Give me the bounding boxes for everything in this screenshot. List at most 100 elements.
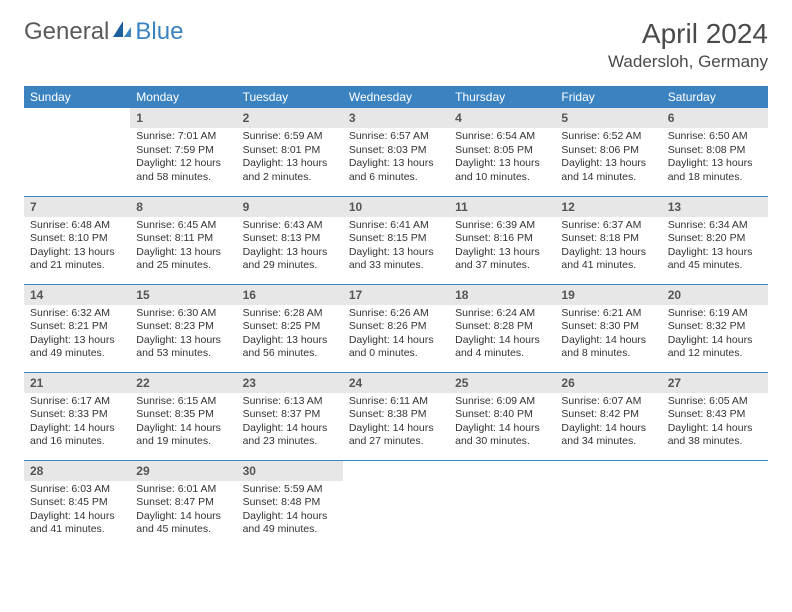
- weekday-header: Wednesday: [343, 86, 449, 108]
- day-details: Sunrise: 6:13 AMSunset: 8:37 PMDaylight:…: [237, 393, 343, 454]
- weekday-header: Friday: [555, 86, 661, 108]
- location-text: Wadersloh, Germany: [608, 52, 768, 72]
- page-header: General Blue April 2024 Wadersloh, Germa…: [0, 0, 792, 80]
- calendar-cell: [343, 460, 449, 548]
- day-details: Sunrise: 6:07 AMSunset: 8:42 PMDaylight:…: [555, 393, 661, 454]
- calendar-body: 1Sunrise: 7:01 AMSunset: 7:59 PMDaylight…: [24, 108, 768, 548]
- day-number: 2: [237, 108, 343, 128]
- calendar-cell: 2Sunrise: 6:59 AMSunset: 8:01 PMDaylight…: [237, 108, 343, 196]
- day-number: 11: [449, 197, 555, 217]
- day-details: Sunrise: 6:09 AMSunset: 8:40 PMDaylight:…: [449, 393, 555, 454]
- calendar-cell: 11Sunrise: 6:39 AMSunset: 8:16 PMDayligh…: [449, 196, 555, 284]
- calendar-cell: 25Sunrise: 6:09 AMSunset: 8:40 PMDayligh…: [449, 372, 555, 460]
- day-details: Sunrise: 5:59 AMSunset: 8:48 PMDaylight:…: [237, 481, 343, 542]
- calendar-cell: 30Sunrise: 5:59 AMSunset: 8:48 PMDayligh…: [237, 460, 343, 548]
- day-number: 6: [662, 108, 768, 128]
- day-details: Sunrise: 6:01 AMSunset: 8:47 PMDaylight:…: [130, 481, 236, 542]
- day-number: 28: [24, 461, 130, 481]
- day-number: 15: [130, 285, 236, 305]
- brand-logo: General Blue: [24, 18, 183, 46]
- day-number: 10: [343, 197, 449, 217]
- day-details: Sunrise: 6:34 AMSunset: 8:20 PMDaylight:…: [662, 217, 768, 278]
- calendar-cell: 26Sunrise: 6:07 AMSunset: 8:42 PMDayligh…: [555, 372, 661, 460]
- calendar-cell: 4Sunrise: 6:54 AMSunset: 8:05 PMDaylight…: [449, 108, 555, 196]
- brand-text-2: Blue: [135, 18, 183, 46]
- calendar-cell: 29Sunrise: 6:01 AMSunset: 8:47 PMDayligh…: [130, 460, 236, 548]
- day-number: 5: [555, 108, 661, 128]
- day-details: Sunrise: 6:32 AMSunset: 8:21 PMDaylight:…: [24, 305, 130, 366]
- day-number: 20: [662, 285, 768, 305]
- calendar-cell: 14Sunrise: 6:32 AMSunset: 8:21 PMDayligh…: [24, 284, 130, 372]
- day-number: 30: [237, 461, 343, 481]
- day-details: Sunrise: 6:30 AMSunset: 8:23 PMDaylight:…: [130, 305, 236, 366]
- calendar-cell: 12Sunrise: 6:37 AMSunset: 8:18 PMDayligh…: [555, 196, 661, 284]
- calendar-cell: 1Sunrise: 7:01 AMSunset: 7:59 PMDaylight…: [130, 108, 236, 196]
- day-details: Sunrise: 6:41 AMSunset: 8:15 PMDaylight:…: [343, 217, 449, 278]
- day-number: 14: [24, 285, 130, 305]
- day-details: Sunrise: 6:03 AMSunset: 8:45 PMDaylight:…: [24, 481, 130, 542]
- calendar-cell: 5Sunrise: 6:52 AMSunset: 8:06 PMDaylight…: [555, 108, 661, 196]
- calendar-cell: 6Sunrise: 6:50 AMSunset: 8:08 PMDaylight…: [662, 108, 768, 196]
- calendar-cell: 22Sunrise: 6:15 AMSunset: 8:35 PMDayligh…: [130, 372, 236, 460]
- calendar-cell: [555, 460, 661, 548]
- calendar-cell: 28Sunrise: 6:03 AMSunset: 8:45 PMDayligh…: [24, 460, 130, 548]
- brand-sail-icon: [111, 19, 133, 46]
- calendar-cell: 24Sunrise: 6:11 AMSunset: 8:38 PMDayligh…: [343, 372, 449, 460]
- day-number: 22: [130, 373, 236, 393]
- day-number: 4: [449, 108, 555, 128]
- day-details: Sunrise: 6:15 AMSunset: 8:35 PMDaylight:…: [130, 393, 236, 454]
- calendar-cell: 17Sunrise: 6:26 AMSunset: 8:26 PMDayligh…: [343, 284, 449, 372]
- brand-text-1: General: [24, 18, 109, 46]
- day-details: Sunrise: 6:39 AMSunset: 8:16 PMDaylight:…: [449, 217, 555, 278]
- calendar-cell: 27Sunrise: 6:05 AMSunset: 8:43 PMDayligh…: [662, 372, 768, 460]
- day-number: 9: [237, 197, 343, 217]
- weekday-header: Saturday: [662, 86, 768, 108]
- day-number: 19: [555, 285, 661, 305]
- day-number: 3: [343, 108, 449, 128]
- calendar-cell: [449, 460, 555, 548]
- weekday-header: Monday: [130, 86, 236, 108]
- day-details: Sunrise: 6:45 AMSunset: 8:11 PMDaylight:…: [130, 217, 236, 278]
- day-details: Sunrise: 6:50 AMSunset: 8:08 PMDaylight:…: [662, 128, 768, 189]
- weekday-header: Sunday: [24, 86, 130, 108]
- calendar-cell: [24, 108, 130, 196]
- calendar-cell: 21Sunrise: 6:17 AMSunset: 8:33 PMDayligh…: [24, 372, 130, 460]
- calendar-cell: 19Sunrise: 6:21 AMSunset: 8:30 PMDayligh…: [555, 284, 661, 372]
- calendar-cell: 8Sunrise: 6:45 AMSunset: 8:11 PMDaylight…: [130, 196, 236, 284]
- day-details: Sunrise: 6:37 AMSunset: 8:18 PMDaylight:…: [555, 217, 661, 278]
- day-details: Sunrise: 6:43 AMSunset: 8:13 PMDaylight:…: [237, 217, 343, 278]
- day-details: Sunrise: 6:05 AMSunset: 8:43 PMDaylight:…: [662, 393, 768, 454]
- day-details: Sunrise: 6:54 AMSunset: 8:05 PMDaylight:…: [449, 128, 555, 189]
- day-number: 7: [24, 197, 130, 217]
- day-details: Sunrise: 7:01 AMSunset: 7:59 PMDaylight:…: [130, 128, 236, 189]
- day-number: 23: [237, 373, 343, 393]
- calendar-cell: 10Sunrise: 6:41 AMSunset: 8:15 PMDayligh…: [343, 196, 449, 284]
- day-number: 24: [343, 373, 449, 393]
- day-number: 25: [449, 373, 555, 393]
- day-number: 1: [130, 108, 236, 128]
- weekday-header: Thursday: [449, 86, 555, 108]
- day-details: Sunrise: 6:28 AMSunset: 8:25 PMDaylight:…: [237, 305, 343, 366]
- calendar-cell: [662, 460, 768, 548]
- day-details: Sunrise: 6:48 AMSunset: 8:10 PMDaylight:…: [24, 217, 130, 278]
- month-title: April 2024: [608, 18, 768, 50]
- day-number: 12: [555, 197, 661, 217]
- day-number: 29: [130, 461, 236, 481]
- day-details: Sunrise: 6:21 AMSunset: 8:30 PMDaylight:…: [555, 305, 661, 366]
- calendar-cell: 15Sunrise: 6:30 AMSunset: 8:23 PMDayligh…: [130, 284, 236, 372]
- day-number: 8: [130, 197, 236, 217]
- day-details: Sunrise: 6:24 AMSunset: 8:28 PMDaylight:…: [449, 305, 555, 366]
- day-details: Sunrise: 6:17 AMSunset: 8:33 PMDaylight:…: [24, 393, 130, 454]
- day-details: Sunrise: 6:59 AMSunset: 8:01 PMDaylight:…: [237, 128, 343, 189]
- calendar-cell: 13Sunrise: 6:34 AMSunset: 8:20 PMDayligh…: [662, 196, 768, 284]
- calendar-cell: 7Sunrise: 6:48 AMSunset: 8:10 PMDaylight…: [24, 196, 130, 284]
- day-number: 13: [662, 197, 768, 217]
- day-details: Sunrise: 6:26 AMSunset: 8:26 PMDaylight:…: [343, 305, 449, 366]
- calendar-table: SundayMondayTuesdayWednesdayThursdayFrid…: [24, 86, 768, 548]
- calendar-cell: 20Sunrise: 6:19 AMSunset: 8:32 PMDayligh…: [662, 284, 768, 372]
- weekday-header: Tuesday: [237, 86, 343, 108]
- calendar-head: SundayMondayTuesdayWednesdayThursdayFrid…: [24, 86, 768, 108]
- day-details: Sunrise: 6:19 AMSunset: 8:32 PMDaylight:…: [662, 305, 768, 366]
- day-number: 18: [449, 285, 555, 305]
- day-details: Sunrise: 6:11 AMSunset: 8:38 PMDaylight:…: [343, 393, 449, 454]
